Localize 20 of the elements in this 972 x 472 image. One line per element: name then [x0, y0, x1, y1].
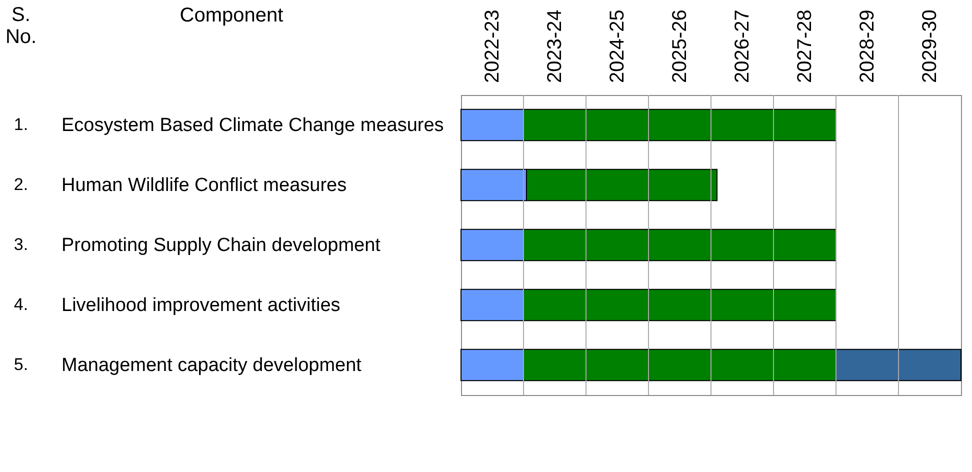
text: S. No. [5, 4, 37, 48]
text: 2024-25 [606, 10, 628, 83]
text: 2028-29 [856, 10, 878, 83]
y-tick-label: Promoting Supply Chain development [62, 235, 382, 256]
text: 2025-26 [668, 10, 691, 83]
y-tick-label: Ecosystem Based Climate Change measures [62, 115, 444, 136]
y-tick-label: Human Wildlife Conflict measures [62, 175, 347, 196]
text: 2022-23 [481, 10, 504, 83]
y-axis-title: Component [180, 4, 284, 26]
text: 1. [14, 115, 28, 134]
text: 4. [14, 295, 28, 314]
text: 2029-30 [918, 10, 941, 83]
text: 5. [14, 355, 28, 374]
text: 2. [14, 175, 28, 194]
y-tick-label: Management capacity development [62, 355, 362, 376]
text: 2026-27 [731, 10, 754, 83]
text: 2023-24 [544, 10, 566, 83]
text: 3. [14, 235, 28, 254]
y-tick-label: Livelihood improvement activities [62, 295, 340, 316]
text: 2027-28 [794, 10, 816, 83]
